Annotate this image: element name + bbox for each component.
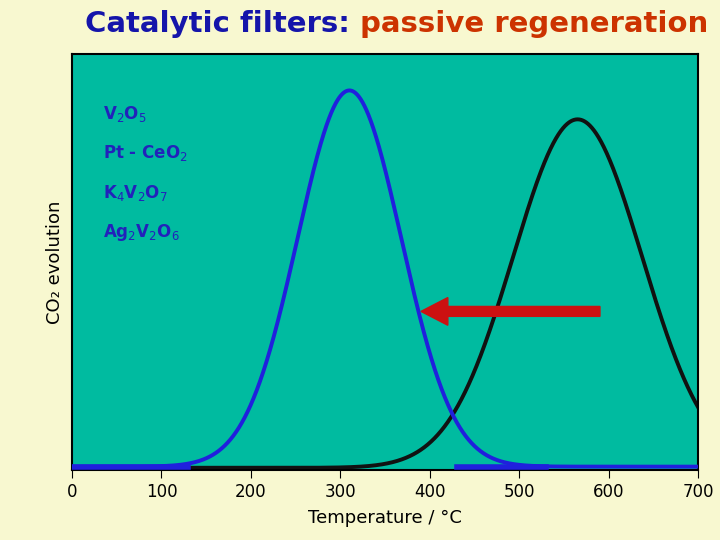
Text: Catalytic filters:: Catalytic filters:: [85, 10, 360, 38]
Text: Ag$_2$V$_2$O$_6$: Ag$_2$V$_2$O$_6$: [104, 222, 180, 244]
Text: Pt - CeO$_2$: Pt - CeO$_2$: [104, 144, 188, 164]
FancyArrow shape: [421, 298, 600, 325]
Text: K$_4$V$_2$O$_7$: K$_4$V$_2$O$_7$: [104, 183, 168, 203]
Y-axis label: CO₂ evolution: CO₂ evolution: [45, 200, 63, 323]
Text: passive regeneration: passive regeneration: [360, 10, 708, 38]
X-axis label: Temperature / °C: Temperature / °C: [308, 509, 462, 528]
Text: V$_2$O$_5$: V$_2$O$_5$: [104, 104, 147, 124]
